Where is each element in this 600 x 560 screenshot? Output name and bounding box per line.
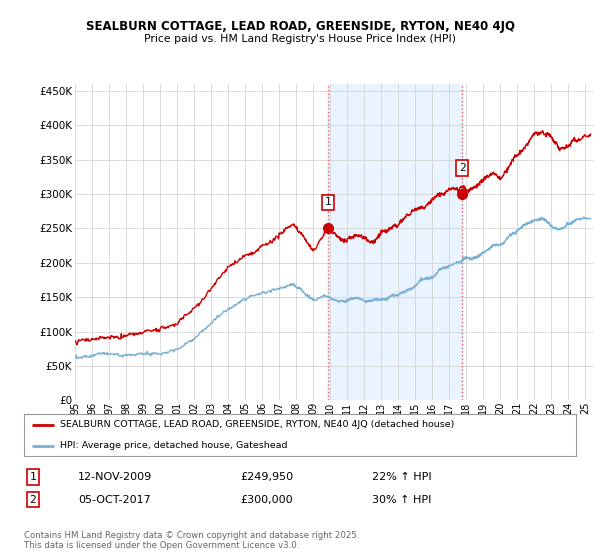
Text: 05-OCT-2017: 05-OCT-2017 (78, 494, 151, 505)
Text: 30% ↑ HPI: 30% ↑ HPI (372, 494, 431, 505)
Text: 1: 1 (29, 472, 37, 482)
Text: 12-NOV-2009: 12-NOV-2009 (78, 472, 152, 482)
Text: SEALBURN COTTAGE, LEAD ROAD, GREENSIDE, RYTON, NE40 4JQ (detached house): SEALBURN COTTAGE, LEAD ROAD, GREENSIDE, … (60, 421, 454, 430)
Text: 22% ↑ HPI: 22% ↑ HPI (372, 472, 431, 482)
Text: £249,950: £249,950 (240, 472, 293, 482)
Text: Contains HM Land Registry data © Crown copyright and database right 2025.
This d: Contains HM Land Registry data © Crown c… (24, 531, 359, 550)
Text: HPI: Average price, detached house, Gateshead: HPI: Average price, detached house, Gate… (60, 441, 287, 450)
Text: £300,000: £300,000 (240, 494, 293, 505)
Text: Price paid vs. HM Land Registry's House Price Index (HPI): Price paid vs. HM Land Registry's House … (144, 34, 456, 44)
Text: SEALBURN COTTAGE, LEAD ROAD, GREENSIDE, RYTON, NE40 4JQ: SEALBURN COTTAGE, LEAD ROAD, GREENSIDE, … (86, 20, 515, 32)
Text: 2: 2 (459, 163, 466, 173)
Bar (328, 84, 462, 400)
Text: 1: 1 (325, 197, 331, 207)
Text: 2: 2 (29, 494, 37, 505)
